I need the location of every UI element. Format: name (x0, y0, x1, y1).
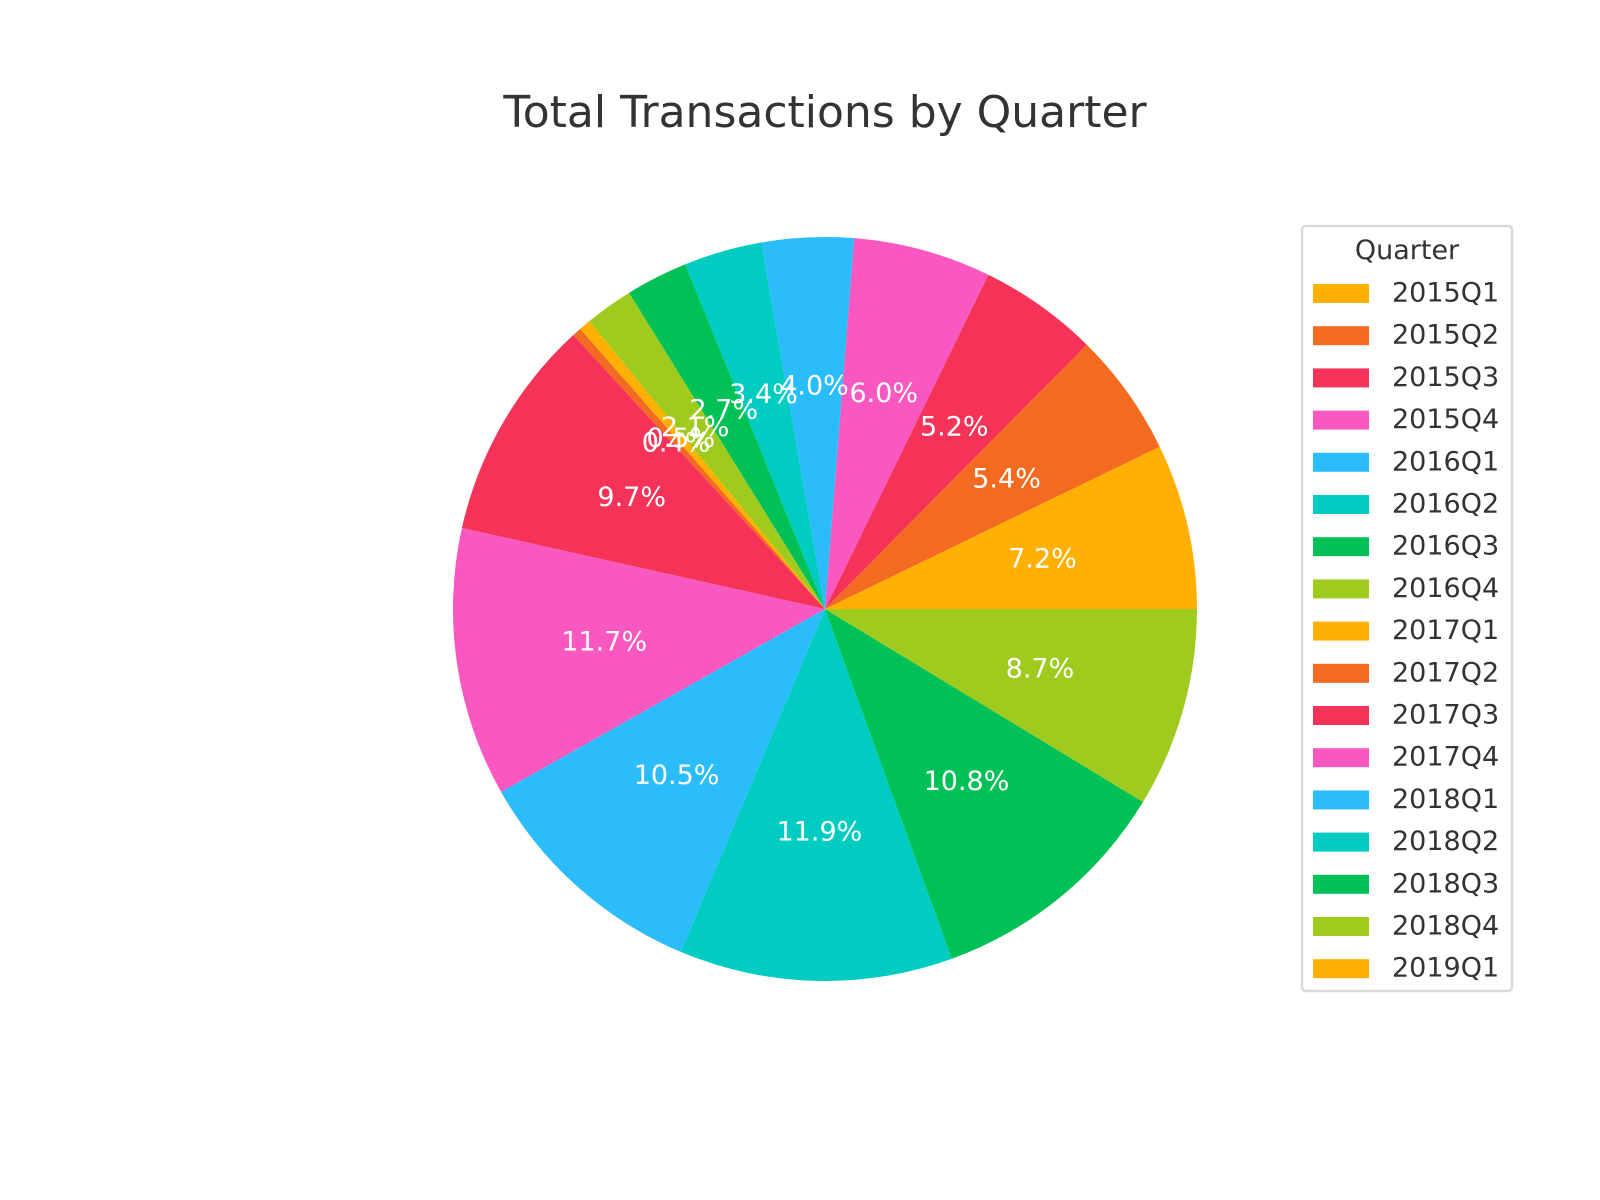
slice-label-2017Q1: 0.5% (647, 423, 716, 454)
legend-swatch-2015Q3 (1313, 368, 1369, 388)
slice-label-2018Q3: 10.8% (924, 766, 1010, 797)
pie-slice-2018Q2 (680, 609, 952, 981)
pie-slice-2017Q1 (580, 321, 825, 609)
legend-swatch-2016Q3 (1313, 537, 1369, 557)
pie-slice-2016Q3 (628, 264, 825, 609)
pie-slice-2015Q3 (825, 274, 1087, 609)
legend-label-2017Q3: 2017Q3 (1392, 700, 1499, 731)
pie-slice-2018Q3 (825, 609, 1144, 959)
legend-swatch-2016Q4 (1313, 579, 1369, 599)
pie-slice-2015Q1 (825, 446, 1197, 609)
slice-label-2016Q1: 4.0% (780, 371, 849, 402)
legend-label-2016Q2: 2016Q2 (1392, 489, 1499, 520)
legend-swatch-2017Q3 (1313, 706, 1369, 725)
pie-slice-labels: 7.2% 5.4% 5.2%6.0%4.0%3.4%2.7%2.1%0.5%0.4%… (561, 371, 1077, 848)
legend-label-2016Q1: 2016Q1 (1392, 446, 1499, 477)
slice-label-2017Q4: 11.7% (561, 626, 647, 657)
legend-swatch-2017Q2 (1313, 663, 1369, 683)
legend-swatch-2018Q4 (1313, 917, 1369, 936)
legend-swatch-2018Q1 (1313, 790, 1369, 810)
legend-title: Quarter (1355, 235, 1460, 266)
chart-title: Total Transactions by Quarter (502, 87, 1147, 138)
slice-label-2015Q3: 5.2% (920, 412, 989, 443)
pie-slice-2016Q4 (589, 292, 825, 609)
legend-swatch-2015Q2 (1313, 326, 1369, 346)
pie-slices (453, 237, 1197, 981)
legend-label-2019Q1: 2019Q1 (1392, 953, 1499, 984)
slice-label-2016Q3: 2.7% (690, 395, 759, 426)
legend-label-2018Q2: 2018Q2 (1392, 826, 1499, 857)
legend-label-2015Q4: 2015Q4 (1392, 404, 1499, 435)
legend-label-2016Q4: 2016Q4 (1392, 573, 1499, 604)
legend: Quarter 2015Q12015Q22015Q32015Q42016Q120… (1300, 224, 1514, 993)
pie-slice-2017Q2 (573, 328, 825, 609)
legend-swatch-2018Q2 (1313, 832, 1369, 852)
legend-swatch-2015Q4 (1313, 410, 1369, 430)
slice-label-2015Q4: 6.0% (849, 378, 918, 409)
slice-label-2015Q1: 7.2% (1008, 544, 1077, 575)
legend-label-2017Q4: 2017Q4 (1392, 742, 1499, 773)
pie-slice-2018Q1 (501, 609, 825, 952)
slice-label-2018Q1: 10.5% (634, 760, 720, 791)
legend-label-2018Q3: 2018Q3 (1392, 868, 1499, 899)
legend-label-2016Q3: 2016Q3 (1392, 531, 1499, 562)
pie-slice-2017Q3 (461, 335, 825, 609)
legend-swatch-2017Q4 (1313, 748, 1369, 768)
slice-label-2017Q3: 9.7% (597, 482, 666, 513)
slice-label-2016Q4: 2.1% (661, 412, 730, 443)
pie-slice-2017Q4 (453, 528, 825, 792)
legend-label-2017Q2: 2017Q2 (1392, 657, 1499, 688)
pie-slice-2015Q2 (825, 344, 1160, 609)
slice-label-2018Q2: 11.9% (777, 817, 863, 848)
pie-slice-2016Q1 (761, 237, 855, 610)
legend-label-2018Q4: 2018Q4 (1392, 911, 1499, 942)
legend-swatch-2016Q2 (1313, 495, 1369, 514)
legend-label-2017Q1: 2017Q1 (1392, 615, 1499, 646)
pie-slice-2018Q4 (825, 609, 1197, 803)
legend-label-2015Q2: 2015Q2 (1392, 320, 1499, 351)
legend-label-2018Q1: 2018Q1 (1392, 784, 1499, 815)
slice-label-2016Q2: 3.4% (729, 379, 798, 410)
pie-slice-2015Q4 (825, 238, 989, 609)
slice-label-2017Q2: 0.4% (642, 427, 711, 458)
legend-swatch-2019Q1 (1313, 959, 1369, 979)
legend-label-2015Q3: 2015Q3 (1392, 362, 1499, 393)
pie-slice-2016Q2 (685, 242, 825, 610)
slice-label-2015Q2: 5.4% (972, 464, 1041, 495)
legend-swatch-2016Q1 (1313, 452, 1369, 472)
legend-swatch-2015Q1 (1313, 284, 1369, 303)
legend-swatch-2017Q1 (1313, 621, 1369, 641)
legend-label-2015Q1: 2015Q1 (1392, 278, 1499, 309)
slice-label-2018Q4: 8.7% (1006, 654, 1075, 685)
legend-items: 2015Q1 2015Q2 2015Q3 2015Q4 2016Q1 2016Q2 2016… (1313, 278, 1499, 984)
legend-swatch-2018Q3 (1313, 874, 1369, 894)
